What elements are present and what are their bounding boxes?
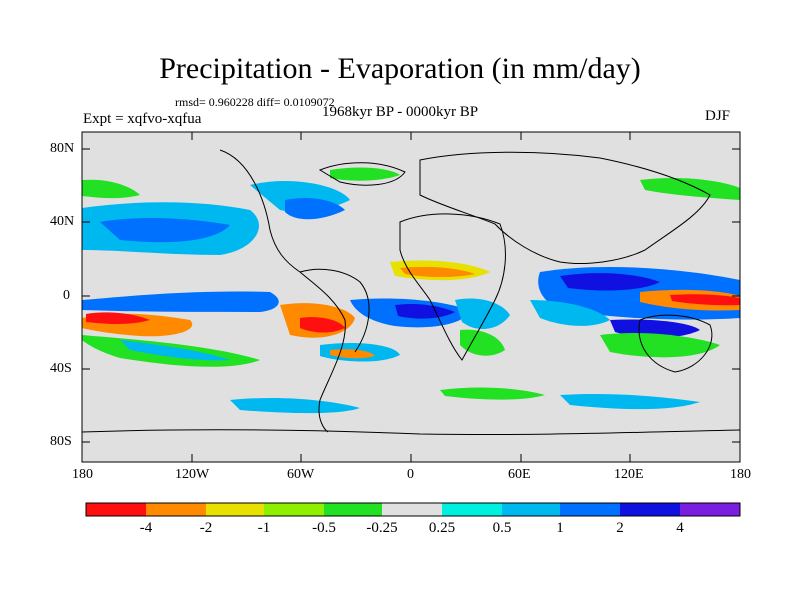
sahel-orange (400, 266, 475, 277)
colorbar-label: -0.25 (366, 520, 398, 536)
colorbar-label: -1 (257, 520, 271, 536)
lat-label-40n: 40N (50, 214, 75, 229)
south-america-east-coast (299, 268, 370, 353)
lon-label-60e: 60E (508, 467, 531, 482)
maritime-red-core (670, 294, 740, 306)
antarctica-coast (82, 429, 740, 436)
lon-label-0: 0 (407, 467, 414, 482)
lon-label-180w: 180 (72, 467, 93, 482)
period-label: 1968kyr BP - 0000kyr BP (322, 104, 479, 120)
colorbar-label: 2 (616, 520, 624, 536)
map-field (82, 132, 740, 462)
eurasia-coast (419, 151, 711, 264)
west-pacific-core (560, 273, 660, 291)
colorbar-frame (85, 502, 741, 517)
lon-label-120e: 120E (614, 467, 644, 482)
south-america-red-core (300, 317, 345, 333)
north-pacific-green (82, 179, 140, 199)
experiment-label: Expt = xqfvo-xqfua (83, 111, 202, 127)
colorbar-swatch (324, 503, 382, 516)
north-pacific-west-green (640, 177, 740, 200)
lon-tick-marks (81, 132, 741, 462)
colorbar-label: 0.25 (428, 520, 456, 536)
arctic-green (330, 167, 400, 181)
colorbar-label: -0.5 (312, 520, 336, 536)
colorbar-swatch (560, 503, 620, 516)
southern-ocean-blue-2 (560, 393, 700, 410)
lon-label-180e: 180 (730, 467, 751, 482)
north-pacific-core (100, 218, 230, 243)
season-label: DJF (705, 108, 731, 124)
lat-label-40s: 40S (50, 361, 72, 376)
colorbar-swatch (502, 503, 560, 516)
southern-ocean-green (440, 387, 545, 400)
pacific-red-core (86, 312, 150, 324)
stats-text: rmsd= 0.960228 diff= 0.0109072 (175, 95, 335, 109)
lat-label-0: 0 (63, 288, 70, 303)
colorbar-swatch (146, 503, 206, 516)
figure-title: Precipitation - Evaporation (in mm/day) (159, 52, 641, 85)
colorbar-label: -2 (199, 520, 213, 536)
south-atlantic-orange (330, 349, 375, 359)
colorbar-swatch (382, 503, 442, 516)
australia-green (600, 333, 720, 358)
colorbar-label: 0.5 (492, 520, 512, 536)
colorbar-swatch (206, 503, 264, 516)
atlantic-itcz-core (395, 303, 455, 319)
colorbar-swatch (86, 503, 146, 516)
australia-coast (638, 314, 713, 373)
colorbar-label: -4 (139, 520, 153, 536)
lon-label-60w: 60W (287, 467, 315, 482)
indian-ocean-blue (530, 300, 610, 326)
south-pacific-blue (120, 340, 230, 361)
colorbar-label: 4 (676, 520, 684, 536)
pacific-itcz (82, 291, 279, 312)
colorbar-swatch (680, 503, 740, 516)
lat-label-80s: 80S (50, 434, 72, 449)
americas-coast (219, 149, 346, 433)
south-africa-green (460, 329, 505, 356)
colorbar-swatch (620, 503, 680, 516)
africa-blue (455, 298, 510, 330)
north-atlantic-core (285, 198, 345, 220)
southern-ocean-blue-1 (230, 397, 360, 414)
colorbar-label: 1 (556, 520, 564, 536)
lat-tick-marks (82, 148, 740, 443)
greenland-coast (318, 162, 406, 186)
lat-label-80n: 80N (50, 141, 75, 156)
colorbar-swatch (264, 503, 324, 516)
colorbar (85, 502, 741, 517)
coastlines (82, 149, 740, 436)
lon-label-120w: 120W (175, 467, 210, 482)
colorbar-swatch (442, 503, 502, 516)
